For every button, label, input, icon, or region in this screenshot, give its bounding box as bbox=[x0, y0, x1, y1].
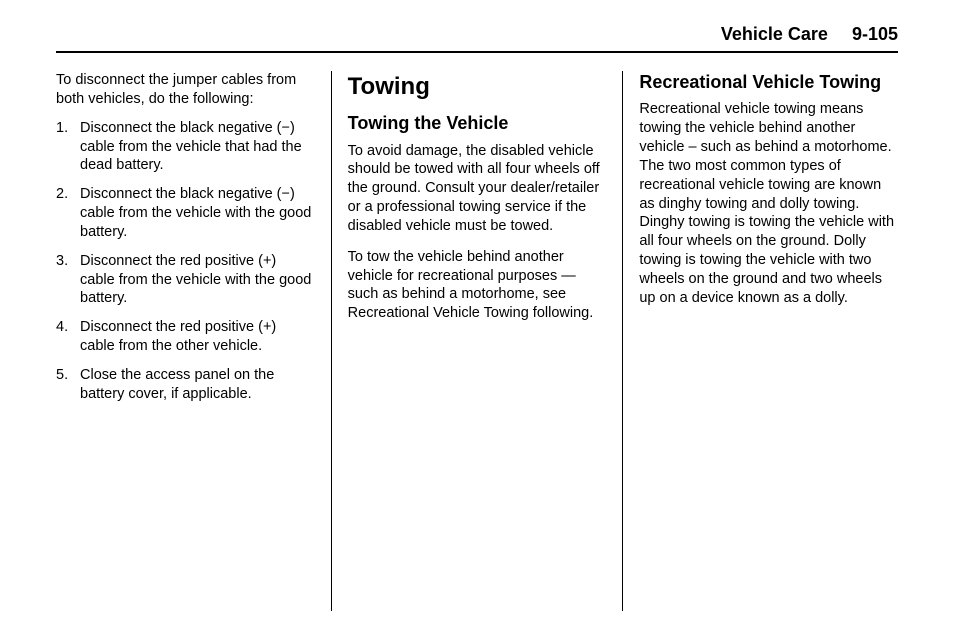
step-3: Disconnect the red positive (+) cable fr… bbox=[56, 252, 315, 309]
jumper-disconnect-intro: To disconnect the jumper cables from bot… bbox=[56, 71, 315, 109]
jumper-disconnect-steps: Disconnect the black negative (−) cable … bbox=[56, 119, 315, 404]
header-section-title: Vehicle Care bbox=[721, 24, 828, 45]
recreational-towing-heading: Recreational Vehicle Towing bbox=[639, 71, 898, 94]
step-1: Disconnect the black negative (−) cable … bbox=[56, 119, 315, 176]
towing-para-1: To avoid damage, the disabled vehicle sh… bbox=[348, 142, 607, 236]
column-2: Towing Towing the Vehicle To avoid damag… bbox=[331, 71, 624, 611]
step-4: Disconnect the red positive (+) cable fr… bbox=[56, 318, 315, 356]
content-columns: To disconnect the jumper cables from bot… bbox=[56, 71, 898, 611]
column-3: Recreational Vehicle Towing Recreational… bbox=[623, 71, 898, 611]
recreational-towing-para: Recreational vehicle towing means towing… bbox=[639, 100, 898, 307]
towing-heading: Towing bbox=[348, 71, 607, 102]
step-5: Close the access panel on the battery co… bbox=[56, 366, 315, 404]
towing-vehicle-subheading: Towing the Vehicle bbox=[348, 112, 607, 135]
page-header: Vehicle Care 9-105 bbox=[56, 24, 898, 53]
header-page-number: 9-105 bbox=[852, 24, 898, 45]
step-2: Disconnect the black negative (−) cable … bbox=[56, 185, 315, 242]
column-1: To disconnect the jumper cables from bot… bbox=[56, 71, 331, 611]
towing-para-2: To tow the vehicle behind another vehicl… bbox=[348, 248, 607, 323]
